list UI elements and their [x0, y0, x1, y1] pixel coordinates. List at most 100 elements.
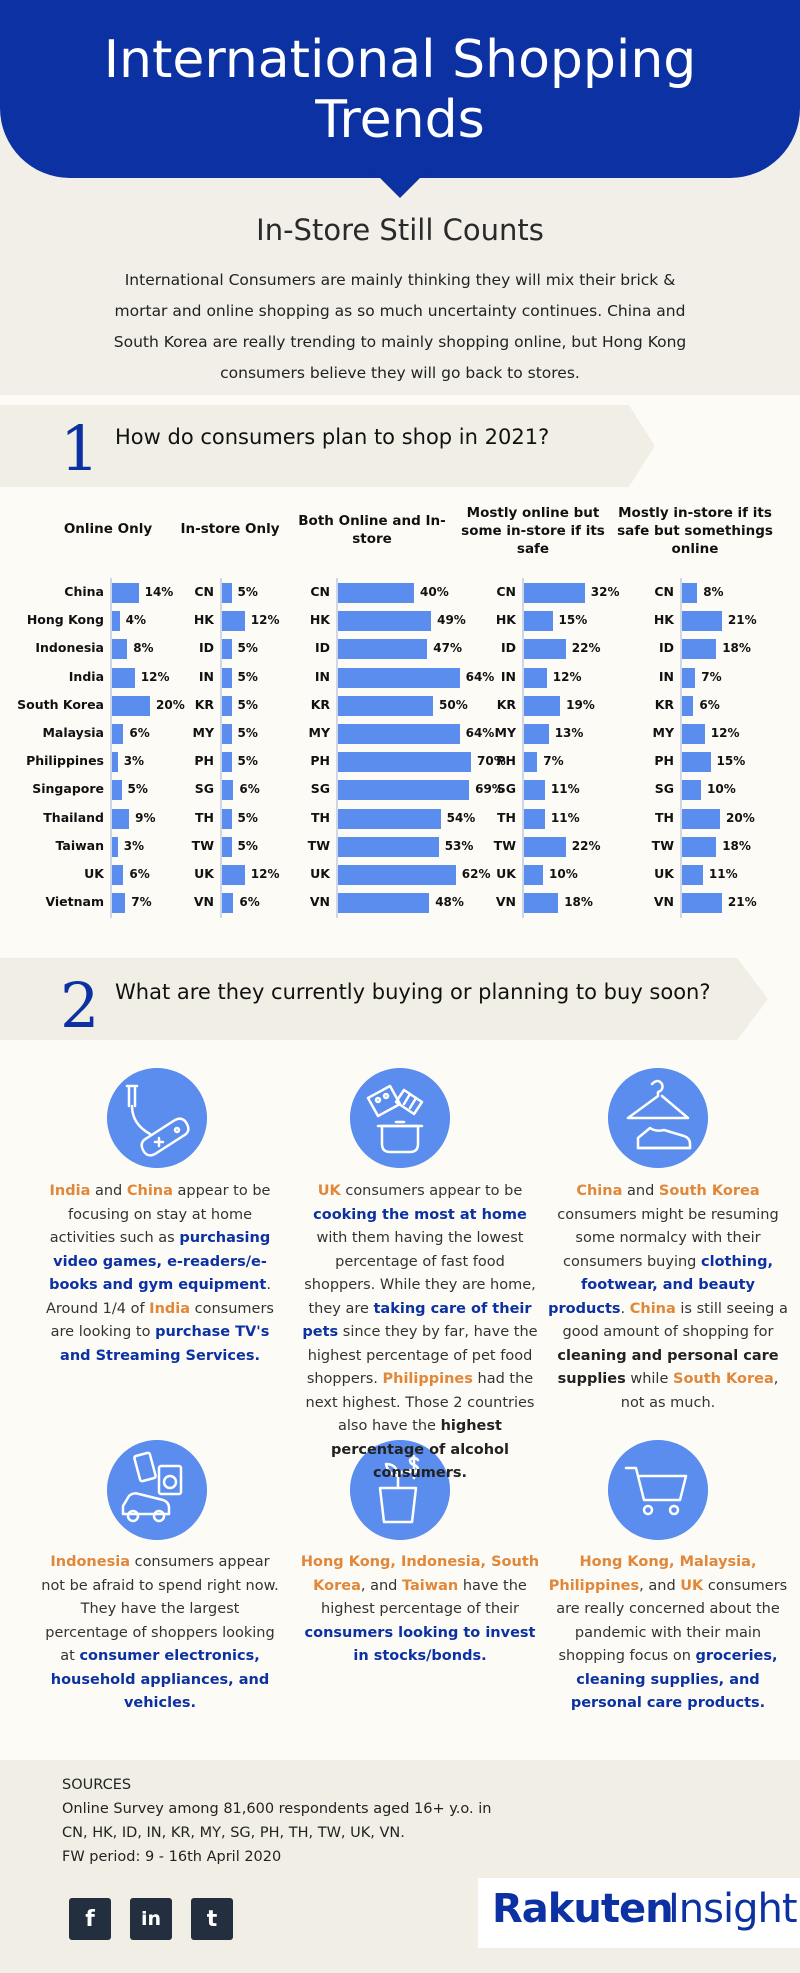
insight-logo-text: Insight — [668, 1886, 798, 1932]
bar — [112, 639, 128, 660]
bar — [524, 695, 561, 716]
bar — [338, 752, 471, 773]
bar — [112, 724, 124, 744]
bar — [524, 808, 545, 829]
bar — [682, 808, 720, 829]
sources-line3: FW period: 9 - 16th April 2020 — [62, 1849, 282, 1865]
bar-category-label: Hong Kong — [26, 612, 104, 628]
bar — [112, 780, 122, 801]
bar — [112, 695, 150, 716]
bar-value-label: 7% — [131, 895, 152, 910]
bar-value-label: 6% — [699, 697, 720, 712]
bar-value-label: 47% — [433, 641, 463, 656]
col-head-mostly-online: Mostly online but some in-store if its s… — [461, 505, 605, 557]
sources-title: SOURCES — [62, 1777, 132, 1793]
bar-value-label: 6% — [129, 867, 150, 881]
bar-value-label: 13% — [554, 726, 584, 740]
bar — [222, 611, 245, 632]
bar-category-label: ID — [500, 640, 516, 656]
bar-category-label: IN — [500, 668, 516, 684]
bar-category-label: SG — [654, 781, 674, 797]
highlight-country: China — [126, 1183, 173, 1199]
bar-value-label: 10% — [549, 867, 578, 881]
bar — [682, 695, 694, 716]
chart-axis — [336, 578, 338, 918]
bar-category-label: TW — [493, 837, 516, 853]
bar — [338, 836, 439, 857]
bar-category-label: CN — [496, 584, 516, 599]
card-text-segment: consumers appear not be afraid to spend … — [41, 1554, 279, 1664]
page-subtitle: In-Store Still Counts — [256, 213, 544, 247]
card-text-segment: since they by far, have the highest perc… — [306, 1324, 538, 1387]
section2-question: What are they currently buying or planni… — [115, 980, 711, 1004]
bar-category-label: VN — [495, 894, 516, 910]
bar-category-label: TW — [191, 837, 214, 853]
bar-value-label: 5% — [237, 726, 258, 740]
bar — [112, 893, 126, 914]
highlight-country: China — [629, 1300, 676, 1317]
bar-category-label: TH — [497, 809, 516, 825]
bar — [524, 865, 543, 885]
twitter-icon[interactable]: t — [191, 1898, 233, 1940]
bar-category-label: Philippines — [26, 753, 104, 769]
bar-category-label: TH — [655, 809, 674, 825]
bar — [682, 639, 717, 660]
bar-value-label: 49% — [437, 613, 466, 628]
bar — [222, 893, 234, 914]
bar — [682, 752, 711, 773]
bar-value-label: 6% — [129, 726, 150, 740]
bar-category-label: China — [64, 584, 104, 599]
bar-category-label: Indonesia — [35, 640, 104, 656]
highlight-text: consumer electronics, household applianc… — [50, 1648, 270, 1711]
card-text-segment: . Around 1/4 of — [46, 1277, 271, 1317]
highlight-text: purchase TV's and Streaming Services. — [60, 1324, 270, 1364]
bar — [338, 639, 428, 660]
chart-axis — [220, 578, 222, 918]
bar-value-label: 12% — [250, 867, 280, 881]
bar-category-label: TW — [651, 837, 674, 853]
card-text-segment: consumers might be resuming some normalc… — [557, 1206, 779, 1270]
bar — [222, 865, 245, 885]
bar — [682, 667, 696, 688]
bar-value-label: 6% — [239, 782, 260, 797]
bar-value-label: 5% — [127, 782, 148, 797]
facebook-icon[interactable]: f — [69, 1898, 111, 1940]
bar-category-label: KR — [496, 696, 516, 712]
highlight-text: purchasing video games, e-readers/e-book… — [49, 1230, 271, 1293]
linkedin-icon[interactable]: in — [130, 1898, 172, 1940]
bar-category-label: Taiwan — [55, 837, 104, 853]
investment-icon — [350, 1440, 450, 1540]
col-head-both: Both Online and In-store — [298, 513, 446, 547]
bar — [112, 583, 139, 603]
bar-value-label: 3% — [123, 754, 145, 769]
card-text-segment: have the highest percentage of their — [321, 1577, 527, 1618]
bar-value-label: 54% — [446, 810, 476, 825]
bar-value-label: 18% — [564, 895, 593, 910]
card-text-segment: and — [622, 1183, 659, 1199]
card-uk: UK consumers appear to be cooking the mo… — [300, 1180, 540, 1486]
bar — [112, 611, 120, 632]
bar-value-label: 10% — [707, 782, 736, 797]
bar-value-label: 21% — [727, 895, 757, 910]
bar — [682, 780, 701, 801]
cooking-icon — [350, 1068, 450, 1168]
bar-value-label: 11% — [550, 782, 580, 797]
card-text-segment: consumers are looking to — [50, 1300, 274, 1341]
bar — [338, 695, 433, 716]
bar — [338, 667, 460, 688]
bar-category-label: MY — [308, 725, 331, 740]
highlight-text: consumers looking to invest in stocks/bo… — [304, 1624, 536, 1665]
games-icon — [107, 1068, 207, 1168]
bar-value-label: 64% — [465, 669, 495, 684]
bar — [222, 836, 232, 857]
bar — [524, 611, 553, 632]
page-title: International Shopping Trends — [40, 30, 760, 150]
highlight-country: Hong Kong, Malaysia, Philippines — [548, 1554, 757, 1594]
bar-category-label: Malaysia — [42, 725, 104, 740]
bar-value-label: 6% — [239, 895, 260, 910]
bar-value-label: 12% — [140, 669, 170, 684]
bar — [524, 780, 545, 801]
card-text-segment: , not as much. — [620, 1371, 779, 1411]
title-banner — [0, 0, 800, 178]
col-head-instore-only: In-store Only — [180, 521, 280, 537]
